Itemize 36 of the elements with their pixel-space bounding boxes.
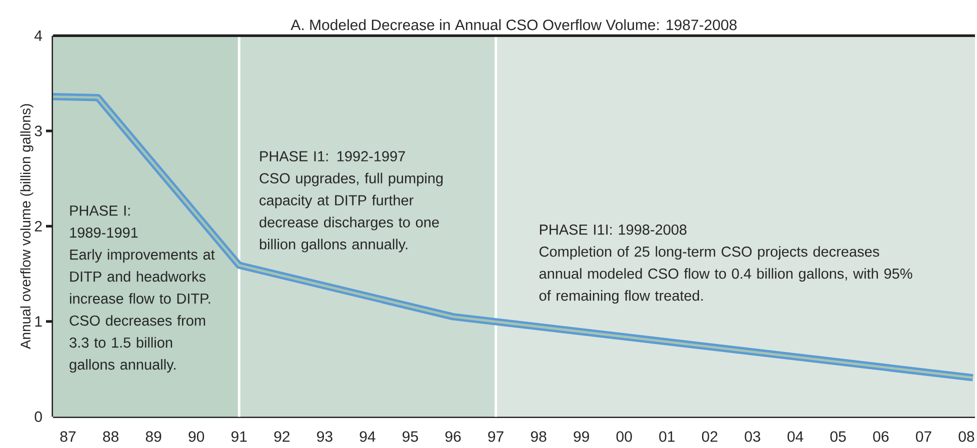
y-tick-label: 1 [35, 316, 42, 327]
x-tick-label: 89 [146, 431, 162, 442]
x-tick-label: 95 [402, 431, 418, 442]
x-tick-label: 99 [574, 431, 590, 442]
x-tick-label: 91 [231, 431, 247, 442]
x-tick-label: 08 [958, 431, 974, 442]
annotation: 1989-1991 [70, 227, 138, 238]
annotation: PHASE I1: 1992-1997 [260, 151, 405, 162]
annotation: Early improvements at DITP and headworks increase flow to DITP. CSO decreases from 3.3 to 1.5 billion gallons annually. [70, 249, 215, 373]
x-tick-label: 92 [274, 431, 290, 442]
x-tick-label: 01 [659, 431, 675, 442]
annotation: PHASE I1I: 1998-2008 [540, 224, 686, 235]
annotation: Completion of 25 long-term CSO projects decreases annual modeled CSO flow to 0.4 billion gallons, with 95% of remaining flow treated. [539, 246, 912, 304]
x-tick-label: 07 [916, 431, 932, 442]
annotation: CSO upgrades, full pumping capacity at DITP further decrease discharges to one billion gallons annually. [260, 172, 443, 252]
y-tick-label: 0 [34, 411, 42, 422]
x-tick-label: 02 [702, 431, 718, 442]
chart-title: A. Modeled Decrease in Annual CSO Overflow Volume: 1987-2008 [290, 19, 737, 30]
x-tick-label: 93 [317, 431, 332, 442]
y-axis-title: Annual overflow volume (billion gallons) [20, 104, 34, 350]
x-tick-label: 94 [360, 431, 376, 442]
x-tick-label: 06 [873, 431, 889, 442]
x-tick-label: 90 [188, 431, 204, 442]
x-tick-label: 98 [530, 431, 546, 442]
x-tick-label: 88 [103, 431, 118, 442]
x-tick-label: 97 [488, 431, 504, 442]
annotation: PHASE I: [70, 205, 130, 216]
x-tick-label: 87 [60, 431, 76, 442]
x-tick-label: 04 [788, 431, 804, 442]
x-tick-label: 00 [616, 431, 632, 442]
y-tick-label: 2 [34, 220, 42, 232]
x-tick-label: 03 [744, 431, 760, 442]
x-tick-label: 05 [830, 431, 846, 442]
y-tick-label: 4 [34, 30, 42, 41]
x-tick-label: 96 [445, 431, 461, 442]
y-tick-label: 3 [34, 126, 42, 136]
